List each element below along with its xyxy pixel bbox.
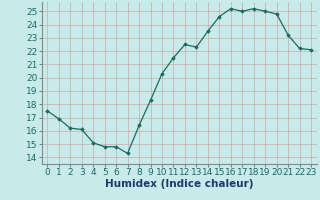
X-axis label: Humidex (Indice chaleur): Humidex (Indice chaleur) bbox=[105, 179, 253, 189]
